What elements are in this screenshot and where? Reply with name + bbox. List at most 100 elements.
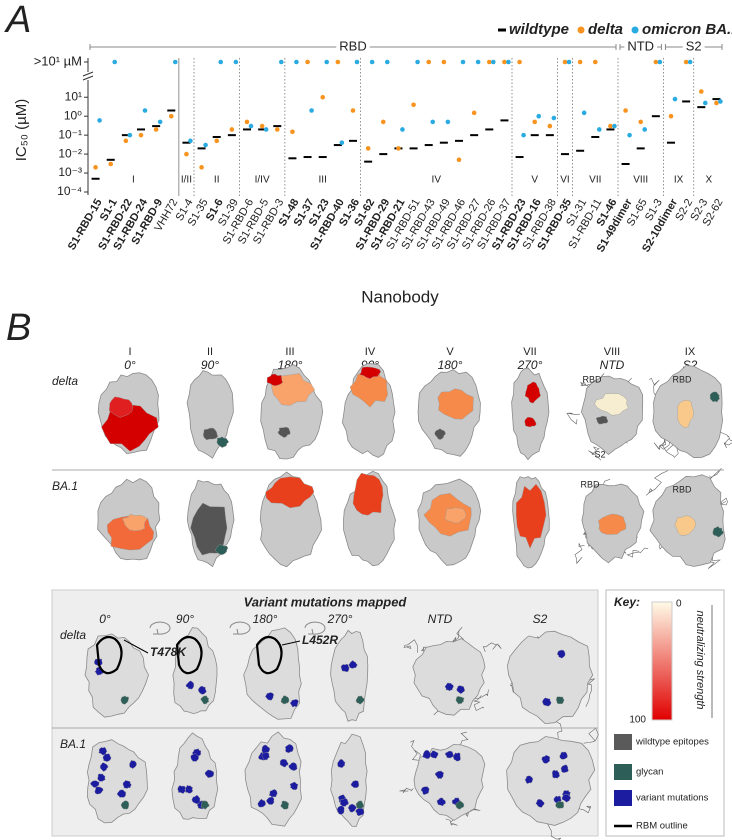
backbone-trace — [482, 642, 502, 653]
epitope-patch — [116, 789, 126, 798]
epitope-patch — [279, 759, 289, 768]
inset-label: S2 — [594, 449, 605, 459]
group-label: IV — [432, 175, 442, 186]
group-label: X — [706, 175, 713, 186]
data-point — [324, 59, 330, 65]
epitope-patch — [265, 692, 275, 701]
data-point — [718, 99, 723, 104]
region-label-bg — [682, 39, 705, 55]
key-scale-label: neutralizing strength — [694, 610, 706, 709]
epitope-patch — [191, 794, 201, 805]
region-label: RBD — [339, 38, 366, 53]
epitope-patch — [122, 780, 132, 789]
epitope-patch — [266, 796, 275, 805]
data-point — [153, 127, 159, 132]
annotation-arrow — [123, 639, 149, 654]
epitope-patch — [122, 513, 148, 532]
data-point — [687, 59, 693, 65]
data-point — [157, 119, 163, 125]
data-point — [430, 119, 436, 125]
epitope-patch — [185, 784, 194, 794]
epitope-patch — [200, 695, 210, 705]
data-point — [657, 59, 663, 65]
column-view: NTD — [600, 358, 625, 372]
key-item-label: wildtype epitopes — [635, 737, 709, 748]
y-tick-label: 10⁻² — [58, 146, 82, 160]
rbm-outline — [175, 635, 203, 675]
epitope-patch — [348, 660, 358, 669]
data-point — [188, 138, 193, 144]
inset-label: RBD — [582, 374, 602, 384]
epitope-patch — [352, 472, 384, 516]
protein-surface — [506, 736, 596, 826]
data-point — [365, 146, 371, 151]
epitope-patch — [102, 753, 112, 762]
backbone-trace — [403, 639, 418, 653]
data-point — [596, 127, 602, 132]
mutation-view: S2 — [533, 612, 548, 626]
epitope-patch — [280, 800, 290, 810]
group-label: VII — [589, 175, 601, 186]
data-point — [672, 96, 678, 102]
epitope-patch — [452, 752, 461, 762]
data-point — [350, 108, 356, 113]
data-point — [551, 115, 557, 121]
y-tick-label: 10⁻⁴ — [57, 184, 82, 198]
data-point — [456, 157, 462, 163]
epitope-patch — [289, 781, 299, 790]
backbone-trace — [588, 446, 602, 461]
epitope-patch — [541, 754, 551, 764]
row-label: delta — [52, 374, 78, 388]
epitope-patch — [434, 770, 445, 779]
epitope-patch — [444, 682, 454, 692]
key-swatch — [614, 790, 632, 806]
legend-label: wildtype — [509, 21, 569, 38]
data-point — [415, 59, 420, 65]
data-point — [93, 165, 98, 170]
epitope-patch — [559, 751, 568, 760]
data-point — [259, 123, 265, 129]
epitope-patch — [177, 785, 186, 794]
data-point — [309, 108, 314, 113]
data-point — [683, 59, 689, 65]
data-point — [168, 113, 174, 119]
data-point — [127, 132, 133, 138]
epitope-patch — [289, 699, 299, 708]
epitope-patch — [436, 797, 446, 807]
column-view: 270° — [517, 358, 543, 372]
region-label-bg — [624, 39, 658, 55]
column-view: 0° — [124, 358, 136, 372]
epitope-patch — [268, 789, 278, 798]
epitope-patch — [340, 663, 350, 673]
epitope-patch — [203, 427, 219, 441]
y-axis-label: IC₅₀ (µM) — [13, 99, 30, 162]
mutation-view: 270° — [327, 612, 353, 626]
epitope-patch — [524, 416, 537, 428]
data-point — [562, 59, 568, 65]
panel-label: B — [6, 307, 31, 349]
epitope-patch — [709, 391, 720, 403]
above-label: >10¹ µM — [34, 53, 82, 68]
group-label: VIII — [633, 175, 648, 186]
epitope-patch — [284, 744, 294, 754]
data-point — [592, 59, 598, 65]
data-point — [502, 59, 507, 65]
key-swatch — [614, 734, 632, 750]
data-point — [369, 59, 375, 65]
protein-surface — [171, 732, 219, 820]
data-point — [123, 138, 129, 144]
legend-marker — [577, 26, 585, 34]
protein-surface — [84, 633, 149, 718]
data-point — [623, 108, 628, 113]
data-point — [714, 100, 719, 106]
backbone-trace — [645, 470, 669, 496]
epitope-patch — [257, 798, 266, 808]
data-point — [698, 89, 704, 94]
data-point — [278, 59, 284, 65]
rotate-arrow — [304, 621, 326, 635]
epitope-patch — [542, 697, 552, 707]
epitope-patch — [555, 696, 565, 705]
region-label: S2 — [686, 38, 702, 53]
backbone-trace — [547, 818, 562, 840]
